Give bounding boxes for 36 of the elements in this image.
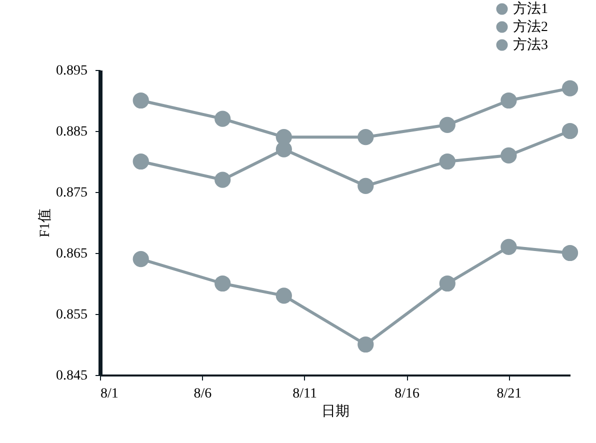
y-tick-label: 0.845 xyxy=(56,368,88,384)
point xyxy=(358,336,374,353)
point xyxy=(562,80,578,96)
x-tick-label: 8/21 xyxy=(496,386,522,402)
y-tick-label: 0.895 xyxy=(56,64,88,78)
point xyxy=(500,238,517,255)
point xyxy=(214,275,231,292)
point xyxy=(500,92,517,109)
point xyxy=(358,129,374,146)
point xyxy=(276,288,292,304)
x-tick-label: 8/1 xyxy=(100,386,118,402)
legend-label: 方法2 xyxy=(513,19,548,35)
y-axis-title: F1值 xyxy=(37,208,53,238)
point xyxy=(214,172,231,188)
y-tick-label: 0.875 xyxy=(56,186,88,200)
x-tick-label: 8/16 xyxy=(394,386,420,402)
point xyxy=(132,92,149,109)
point xyxy=(214,110,231,127)
legend-label: 方法3 xyxy=(513,37,548,53)
x-tick-label: 8/11 xyxy=(292,386,318,402)
point xyxy=(439,153,456,170)
point xyxy=(358,178,374,194)
x-tick-label: 8/6 xyxy=(194,386,212,402)
point xyxy=(132,251,149,268)
legend-label: 方法1 xyxy=(513,1,548,17)
y-tick-label: 0.865 xyxy=(56,246,88,262)
point xyxy=(439,116,456,133)
point xyxy=(562,244,578,262)
y-tick-label: 0.855 xyxy=(56,308,88,322)
x-axis-title: 日期 xyxy=(322,404,350,420)
point xyxy=(500,147,517,164)
point xyxy=(276,141,292,158)
point xyxy=(562,122,578,140)
point xyxy=(132,153,149,170)
y-tick-label: 0.885 xyxy=(56,124,88,140)
point xyxy=(439,275,456,292)
